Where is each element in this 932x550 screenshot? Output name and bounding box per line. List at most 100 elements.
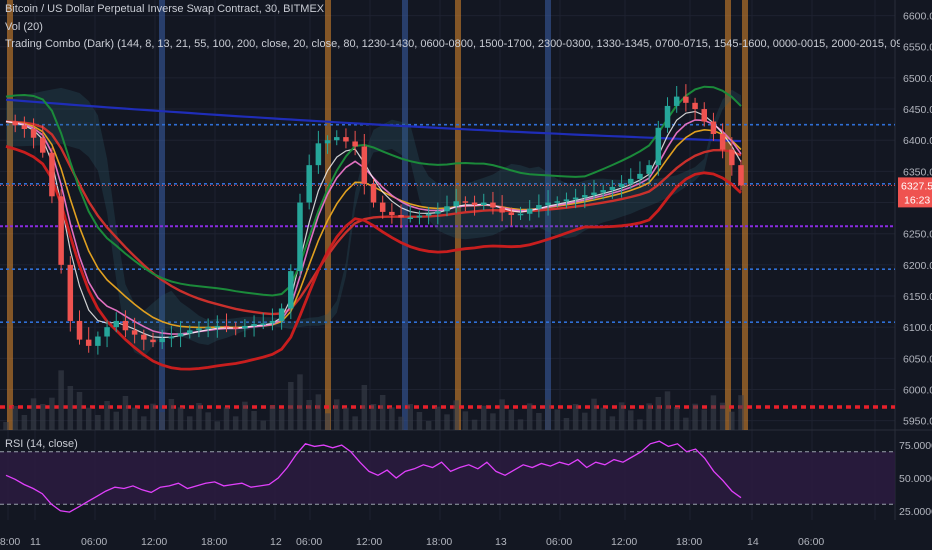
last-price-value: 6327.5 <box>901 180 932 192</box>
time-tick-label: 12:00 <box>356 536 382 548</box>
candle-body <box>389 211 395 215</box>
volume-bar <box>563 418 570 430</box>
time-tick-label: 12 <box>270 536 282 548</box>
candle-body <box>664 105 671 128</box>
price-tick-label: 6500.0 <box>903 73 932 85</box>
rsi-legend[interactable]: RSI (14, close) <box>5 438 78 450</box>
candle-body <box>591 192 597 196</box>
candle-body <box>141 334 147 340</box>
volume-bar <box>683 417 689 430</box>
volume-bar <box>39 404 46 430</box>
volume-bar <box>627 410 634 430</box>
candle-body <box>186 330 193 334</box>
time-tick-label: 12:00 <box>611 536 637 548</box>
candle-body <box>288 271 294 309</box>
candle-body <box>554 201 561 203</box>
volume-bar <box>389 407 395 430</box>
time-tick-label: 18:00 <box>676 536 702 548</box>
volume-bar <box>517 419 524 430</box>
volume-bar <box>379 395 386 430</box>
candle-body <box>370 183 377 203</box>
session-band <box>325 0 331 430</box>
price-tick-label: 6100.0 <box>903 322 932 334</box>
volume-bar <box>444 414 450 430</box>
candle-body <box>618 183 625 187</box>
volume-bar <box>159 412 165 430</box>
volume-bar <box>435 406 441 430</box>
candle-body <box>508 212 515 215</box>
price-tick-label: 6200.0 <box>903 260 932 272</box>
volume-bar <box>554 409 561 430</box>
volume-bar <box>710 395 717 430</box>
candle-body <box>168 336 175 339</box>
candle-body <box>480 202 487 206</box>
candle-body <box>67 264 74 321</box>
volume-bar <box>150 403 156 430</box>
rsi-line <box>5 440 742 513</box>
time-tick-label: 06:00 <box>798 536 824 548</box>
candle-body <box>131 330 138 335</box>
volume-bar <box>30 398 37 430</box>
volume-bar <box>315 394 322 430</box>
time-axis[interactable]: 18:00 11 06:00 12:00 18:00 12 06:00 12:00 18:00 1… <box>0 536 824 548</box>
candle-body <box>297 202 303 272</box>
volume-legend[interactable]: Vol (20) <box>5 21 43 33</box>
candle-body <box>407 217 414 219</box>
time-tick-label: 14 <box>747 536 759 548</box>
time-tick-label: 12:00 <box>141 536 167 548</box>
price-axis[interactable]: 6600.06550.06500.06450.06400.06350.06300… <box>903 11 932 428</box>
volume-bar <box>232 416 239 430</box>
session-band <box>455 0 461 430</box>
price-tick-label: 6050.0 <box>903 353 932 365</box>
candle-body <box>609 186 616 191</box>
candle-body <box>333 137 340 141</box>
volume-bar <box>609 416 616 430</box>
candle-body <box>361 146 368 184</box>
volume-bar <box>186 416 193 430</box>
session-band <box>742 0 748 430</box>
candle-body <box>425 213 432 216</box>
volume-bar <box>104 401 110 430</box>
volume-bars <box>3 370 744 430</box>
candle-body <box>627 178 634 184</box>
candle-body <box>683 96 689 103</box>
volume-bar <box>324 413 331 430</box>
volume-bar <box>269 405 276 430</box>
volume-bar <box>655 397 662 430</box>
volume-bar <box>591 398 597 430</box>
chart-title[interactable]: Bitcoin / US Dollar Perpetual Inverse Sw… <box>5 3 325 15</box>
ema-55-line <box>5 120 742 316</box>
volume-bar <box>425 421 432 430</box>
candle-body <box>453 201 459 207</box>
candle-body <box>21 125 28 129</box>
volume-bar <box>453 400 459 430</box>
candle-body <box>39 137 46 153</box>
price-tick-label: 6150.0 <box>903 291 932 303</box>
volume-bar <box>370 404 377 430</box>
volume-bar <box>122 396 129 430</box>
candle-body <box>673 96 680 106</box>
candle-body <box>563 199 570 202</box>
candle-body <box>600 190 606 193</box>
volume-bar <box>572 404 579 430</box>
volume-bar <box>297 374 303 430</box>
candle-body <box>104 327 110 337</box>
indicator-legend[interactable]: Trading Combo (Dark) (144, 8, 13, 21, 55… <box>5 38 900 50</box>
volume-bar <box>526 403 533 430</box>
volume-bar <box>214 421 221 430</box>
volume-bar <box>95 415 101 430</box>
candle-body <box>352 141 358 147</box>
candle-body <box>719 133 726 150</box>
volume-bar <box>480 405 487 430</box>
candle-body <box>223 325 230 328</box>
rsi-panel <box>0 440 895 513</box>
candle-body <box>150 339 156 343</box>
volume-bar <box>306 400 312 430</box>
candle-body <box>646 165 652 174</box>
candle-body <box>471 202 478 206</box>
candle-body <box>113 320 120 328</box>
rsi-axis[interactable]: 75.0000 50.0000 25.0000 <box>899 440 932 518</box>
candle-body <box>729 149 735 166</box>
price-tick-label: 6550.0 <box>903 42 932 54</box>
